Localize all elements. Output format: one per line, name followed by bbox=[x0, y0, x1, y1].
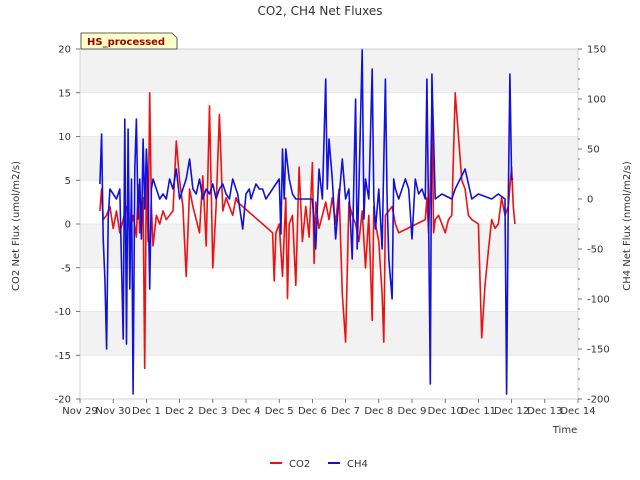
x-tick-label: Dec 6 bbox=[298, 406, 327, 417]
x-tick-label: Dec 12 bbox=[494, 406, 529, 417]
series-line-ch4 bbox=[99, 48, 514, 395]
x-tick-label: Dec 11 bbox=[461, 406, 496, 417]
y2-tick-label: -150 bbox=[587, 345, 610, 356]
y-axis-ticks: -20 -15 -10 -5 0 5 10 15 20 bbox=[55, 45, 80, 406]
legend-label-co2: CO2 bbox=[289, 459, 310, 470]
y-tick-label: 0 bbox=[65, 220, 71, 231]
y2-tick-label: 150 bbox=[587, 45, 606, 56]
x-tick-label: Dec 5 bbox=[265, 406, 294, 417]
x-tick-label: Dec 7 bbox=[331, 406, 360, 417]
y-tick-label: -20 bbox=[55, 395, 71, 406]
legend: CO2 CH4 bbox=[270, 459, 368, 470]
y-axis-label: CO2 Net Flux (umol/m2/s) bbox=[11, 161, 22, 291]
y2-axis-ticks: -200 -150 -100 -50 0 50 100 150 bbox=[578, 45, 610, 406]
y2-tick-label: -50 bbox=[587, 245, 603, 256]
series-layer bbox=[99, 48, 516, 395]
y-tick-label: -15 bbox=[55, 351, 71, 362]
y2-tick-label: -100 bbox=[587, 295, 610, 306]
y2-tick-label: -200 bbox=[587, 395, 610, 406]
x-tick-label: Dec 8 bbox=[364, 406, 393, 417]
y2-tick-label: 50 bbox=[587, 145, 600, 156]
y-tick-label: -5 bbox=[61, 263, 71, 274]
x-tick-label: Dec 1 bbox=[132, 406, 161, 417]
background-band bbox=[80, 49, 578, 93]
x-tick-label: Dec 4 bbox=[232, 406, 261, 417]
y2-tick-label: 100 bbox=[587, 95, 606, 106]
background-band bbox=[80, 311, 578, 356]
annotation-badge: HS_processed bbox=[80, 32, 178, 50]
annotation-box bbox=[80, 32, 178, 50]
legend-label-ch4: CH4 bbox=[347, 459, 368, 470]
y-tick-label: 20 bbox=[58, 45, 71, 56]
x-tick-label: Dec 9 bbox=[398, 406, 427, 417]
x-tick-label: Dec 3 bbox=[198, 406, 227, 417]
y-tick-label: 10 bbox=[58, 132, 71, 143]
x-axis-label: Time bbox=[552, 425, 577, 436]
x-tick-label: Dec 13 bbox=[527, 406, 562, 417]
x-tick-label: Dec 10 bbox=[428, 406, 463, 417]
x-tick-label: Nov 30 bbox=[95, 406, 130, 417]
background-band bbox=[80, 224, 578, 268]
chart-title: CO2, CH4 Net Fluxes bbox=[257, 4, 382, 18]
y-tick-label: 5 bbox=[65, 176, 71, 187]
y2-tick-label: 0 bbox=[587, 195, 593, 206]
annotation-label: HS_processed bbox=[87, 37, 165, 48]
x-tick-label: Dec 14 bbox=[560, 406, 595, 417]
x-tick-label: Dec 2 bbox=[165, 406, 194, 417]
x-tick-label: Nov 29 bbox=[62, 406, 97, 417]
y-tick-label: 15 bbox=[58, 88, 71, 99]
y2-axis-label: CH4 Net Flux (nmol/m2/s) bbox=[622, 161, 633, 291]
y-tick-label: -10 bbox=[55, 307, 71, 318]
